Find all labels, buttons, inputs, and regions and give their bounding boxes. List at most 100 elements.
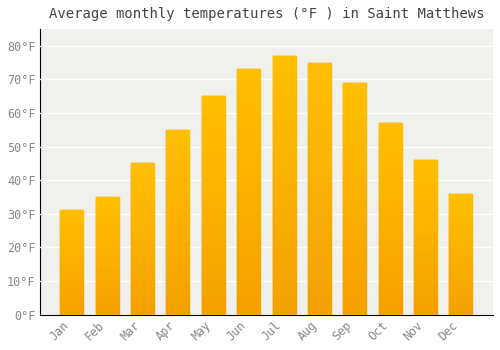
Bar bbox=[166, 230, 190, 233]
Bar bbox=[450, 266, 472, 269]
Bar bbox=[202, 240, 225, 245]
Bar bbox=[166, 307, 190, 311]
Bar bbox=[344, 301, 366, 305]
Bar bbox=[450, 312, 472, 315]
Bar bbox=[378, 280, 402, 284]
Bar bbox=[450, 261, 472, 264]
Bar bbox=[272, 309, 295, 315]
Bar bbox=[237, 148, 260, 153]
Bar bbox=[96, 218, 118, 220]
Bar bbox=[60, 254, 83, 256]
Bar bbox=[308, 88, 331, 93]
Bar bbox=[378, 177, 402, 181]
Bar bbox=[378, 269, 402, 272]
Bar bbox=[378, 288, 402, 292]
Bar bbox=[237, 162, 260, 167]
Bar bbox=[166, 152, 190, 156]
Bar bbox=[202, 267, 225, 271]
Bar bbox=[378, 192, 402, 196]
Bar bbox=[96, 202, 118, 204]
Bar bbox=[202, 310, 225, 315]
Bar bbox=[96, 298, 118, 300]
Bar bbox=[202, 284, 225, 288]
Bar bbox=[237, 290, 260, 295]
Bar bbox=[272, 87, 295, 92]
Bar bbox=[202, 158, 225, 162]
Bar bbox=[414, 284, 437, 287]
Bar bbox=[131, 215, 154, 218]
Bar bbox=[166, 148, 190, 152]
Bar bbox=[414, 185, 437, 188]
Bar bbox=[131, 206, 154, 209]
Bar bbox=[344, 139, 366, 143]
Bar bbox=[166, 226, 190, 230]
Bar bbox=[202, 144, 225, 149]
Bar bbox=[131, 306, 154, 309]
Bar bbox=[344, 203, 366, 208]
Bar bbox=[96, 249, 118, 251]
Bar bbox=[308, 300, 331, 304]
Bar bbox=[450, 225, 472, 228]
Bar bbox=[378, 234, 402, 238]
Bar bbox=[166, 178, 190, 182]
Bar bbox=[131, 296, 154, 300]
Bar bbox=[202, 166, 225, 170]
Bar bbox=[131, 175, 154, 178]
Bar bbox=[450, 300, 472, 302]
Bar bbox=[414, 225, 437, 228]
Bar bbox=[237, 113, 260, 118]
Bar bbox=[166, 296, 190, 300]
Bar bbox=[450, 247, 472, 249]
Bar bbox=[60, 258, 83, 260]
Bar bbox=[378, 154, 402, 158]
Title: Average monthly temperatures (°F ) in Saint Matthews: Average monthly temperatures (°F ) in Sa… bbox=[48, 7, 484, 21]
Bar bbox=[344, 245, 366, 250]
Bar bbox=[450, 201, 472, 203]
Bar bbox=[272, 237, 295, 242]
Bar bbox=[450, 240, 472, 242]
Bar bbox=[60, 260, 83, 262]
Bar bbox=[237, 285, 260, 290]
Bar bbox=[344, 189, 366, 194]
Bar bbox=[378, 250, 402, 253]
Bar bbox=[96, 242, 118, 244]
Bar bbox=[131, 173, 154, 175]
Bar bbox=[272, 201, 295, 206]
Bar bbox=[96, 253, 118, 256]
Bar bbox=[272, 144, 295, 149]
Bar bbox=[166, 156, 190, 159]
Bar bbox=[237, 167, 260, 172]
Bar bbox=[237, 177, 260, 182]
Bar bbox=[166, 241, 190, 244]
Bar bbox=[344, 199, 366, 203]
Bar bbox=[202, 170, 225, 175]
Bar bbox=[202, 297, 225, 301]
Bar bbox=[96, 289, 118, 291]
Bar bbox=[272, 273, 295, 278]
Bar bbox=[272, 180, 295, 185]
Bar bbox=[344, 236, 366, 240]
Bar bbox=[60, 240, 83, 242]
Bar bbox=[166, 208, 190, 211]
Bar bbox=[60, 277, 83, 279]
Bar bbox=[166, 292, 190, 296]
Bar bbox=[131, 260, 154, 263]
Bar bbox=[414, 212, 437, 216]
Bar bbox=[378, 139, 402, 142]
Bar bbox=[166, 252, 190, 255]
Bar bbox=[166, 267, 190, 270]
Bar bbox=[202, 201, 225, 205]
Bar bbox=[378, 184, 402, 188]
Bar bbox=[237, 261, 260, 266]
Bar bbox=[202, 105, 225, 109]
Bar bbox=[60, 233, 83, 236]
Bar bbox=[131, 200, 154, 203]
Bar bbox=[60, 287, 83, 289]
Bar bbox=[272, 66, 295, 71]
Bar bbox=[166, 141, 190, 145]
Bar bbox=[202, 205, 225, 210]
Bar bbox=[237, 128, 260, 133]
Bar bbox=[272, 242, 295, 247]
Bar bbox=[166, 278, 190, 281]
Bar bbox=[131, 257, 154, 260]
